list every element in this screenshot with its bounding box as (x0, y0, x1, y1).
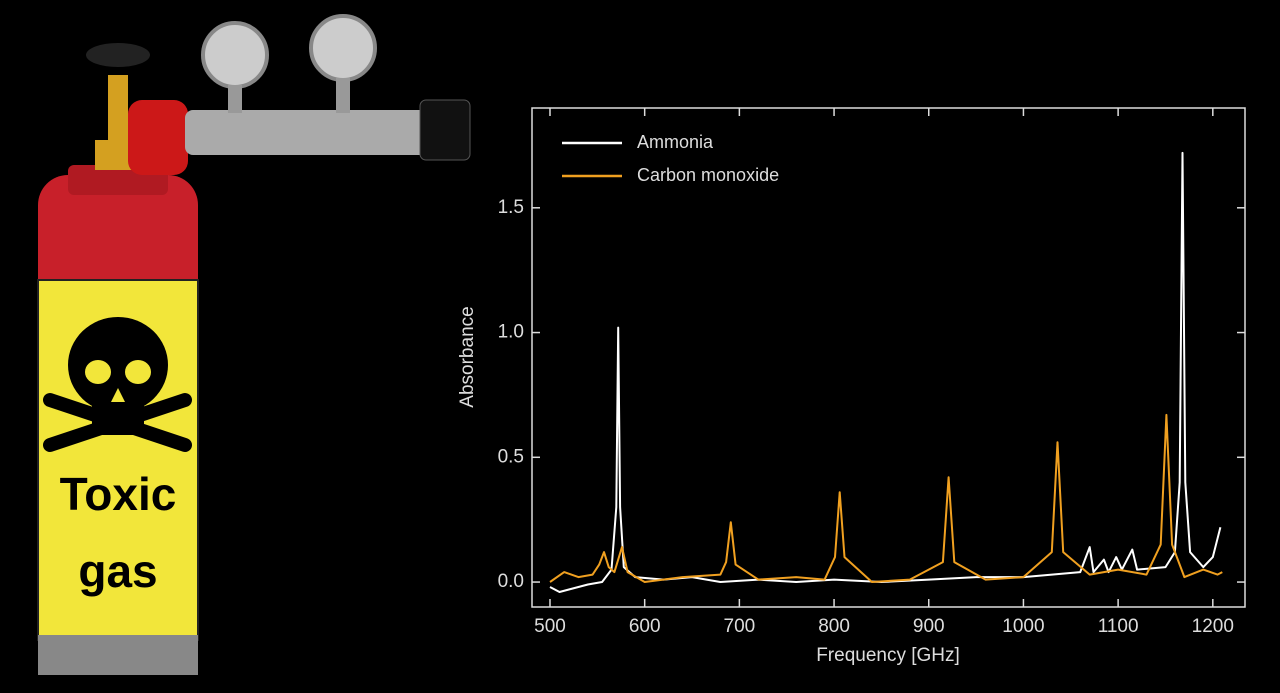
data-line (549, 413, 1223, 583)
sign-text: Toxic (60, 468, 177, 520)
plot-frame (531, 107, 1246, 608)
x-tick-label: 500 (534, 616, 566, 637)
cylinder-base (38, 635, 198, 675)
data-line (549, 151, 1222, 593)
x-tick-label: 700 (724, 616, 756, 637)
valve-knob (86, 43, 150, 67)
legend-label: Ammonia (637, 132, 714, 152)
x-tick-label: 1100 (1098, 616, 1139, 637)
x-axis-title: Frequency [GHz] (816, 645, 960, 666)
y-tick-label: 1.5 (498, 197, 524, 218)
pressure-gauge (309, 14, 377, 82)
gas-cylinder-illustration: Toxic gas (37, 14, 471, 675)
skull-icon (43, 317, 192, 452)
regulator-knob (419, 99, 471, 161)
x-tick-label: 800 (818, 616, 850, 637)
gauge-stem (336, 78, 350, 113)
x-tick-label: 600 (629, 616, 661, 637)
pressure-gauge (201, 21, 269, 89)
regulator-body (185, 110, 435, 155)
x-tick-label: 1200 (1192, 616, 1234, 637)
y-tick-label: 0.5 (498, 446, 524, 467)
x-tick-label: 1000 (1002, 616, 1044, 637)
y-tick-label: 0.0 (498, 571, 524, 592)
valve-stem (108, 75, 128, 145)
x-tick-label: 900 (913, 616, 945, 637)
regulator-nut (128, 100, 188, 175)
legend-label: Carbon monoxide (637, 165, 779, 185)
gauge-stem (228, 85, 242, 113)
sign-text: gas (78, 545, 157, 597)
y-axis-title: Absorbance (457, 306, 478, 407)
y-tick-label: 1.0 (498, 322, 524, 343)
